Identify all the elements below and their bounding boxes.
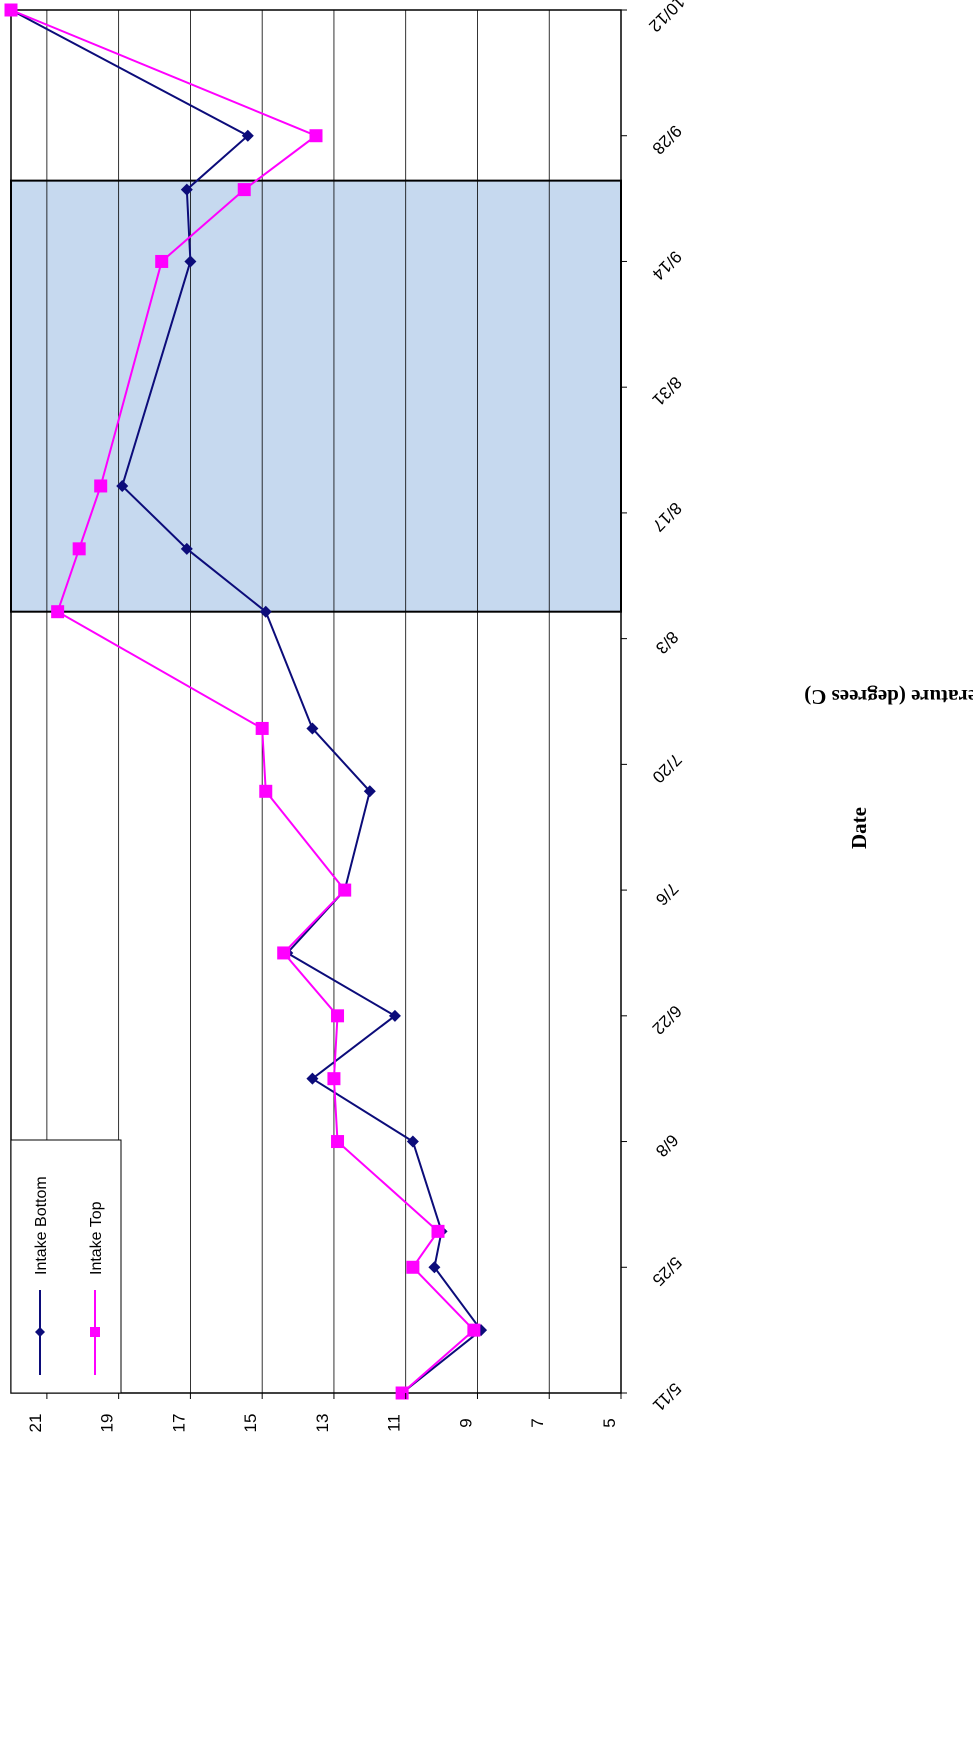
y-tick-label: 21 [26, 1414, 45, 1433]
x-tick-label: 9/14 [648, 247, 685, 284]
x-tick-label: 5/25 [648, 1253, 685, 1290]
data-point [306, 722, 319, 735]
data-point [363, 785, 376, 798]
legend-label-intake-bottom: Intake Bottom [33, 1176, 50, 1275]
data-point [259, 605, 272, 618]
data-point [395, 1386, 409, 1400]
x-tick-label: 5/11 [649, 1379, 685, 1415]
y-tick-label: 19 [98, 1414, 117, 1433]
series-layer [4, 3, 488, 1400]
y-tick-label: 7 [528, 1418, 547, 1427]
x-axis-title: Date [847, 807, 871, 849]
x-tick-label: 7/6 [652, 879, 682, 909]
x-tick-label: 8/17 [648, 498, 685, 535]
data-point [180, 542, 193, 555]
data-point [331, 1135, 345, 1149]
x-tick-label: 6/8 [652, 1130, 682, 1160]
x-tick-label: 9/28 [648, 121, 685, 158]
data-point [431, 1224, 445, 1238]
data-point [277, 946, 291, 960]
data-point [51, 605, 65, 619]
data-point [180, 183, 193, 196]
x-tick-label: 8/31 [648, 373, 685, 410]
y-tick-label: 15 [241, 1414, 260, 1433]
data-point [259, 784, 273, 798]
legend-marker-intake-bottom [35, 1327, 45, 1337]
series-intake-top [4, 3, 481, 1400]
legend: Intake Bottom Intake Top [10, 1139, 122, 1394]
data-point [116, 479, 129, 492]
data-point [94, 479, 108, 493]
x-axis-ticks: 5/11 5/25 6/8 6/22 7/6 7/20 8/3 8/17 8/31 9/14 9/2… [621, 0, 689, 1415]
data-point [327, 1072, 341, 1086]
data-point [241, 129, 254, 142]
data-point [255, 721, 269, 735]
plot-border [10, 9, 622, 1394]
data-point [4, 3, 18, 17]
data-point [184, 255, 197, 268]
data-point [331, 1009, 345, 1023]
data-point [406, 1260, 420, 1274]
legend-marker-intake-top [90, 1327, 100, 1337]
y-tick-label: 17 [169, 1414, 188, 1433]
x-tick-label: 10/12 [645, 0, 689, 36]
x-tick-label: 7/20 [648, 750, 685, 787]
y-tick-label: 5 [600, 1418, 619, 1427]
y-axis-title: Temperature (degrees C) [804, 685, 973, 709]
y-tick-label: 11 [385, 1414, 404, 1432]
data-point [309, 129, 323, 143]
data-point [338, 883, 352, 897]
data-point [388, 1009, 401, 1022]
data-point [306, 1072, 319, 1085]
y-tick-label: 9 [456, 1418, 475, 1427]
y-axis-ticks: 5 7 9 11 13 15 17 19 21 [26, 1393, 622, 1433]
data-point [155, 254, 169, 268]
legend-label-intake-top: Intake Top [88, 1201, 105, 1275]
y-tick-label: 13 [313, 1414, 332, 1433]
data-point [237, 183, 251, 197]
data-point [467, 1323, 481, 1337]
data-point [428, 1261, 441, 1274]
x-tick-label: 8/3 [652, 627, 682, 657]
x-tick-label: 6/22 [648, 1001, 685, 1038]
plot-area: Intake Bottom Intake Top [4, 3, 622, 1400]
data-point [406, 1135, 419, 1148]
data-point [72, 542, 86, 556]
shaded-period [10, 179, 622, 613]
legend-box [10, 1139, 122, 1394]
